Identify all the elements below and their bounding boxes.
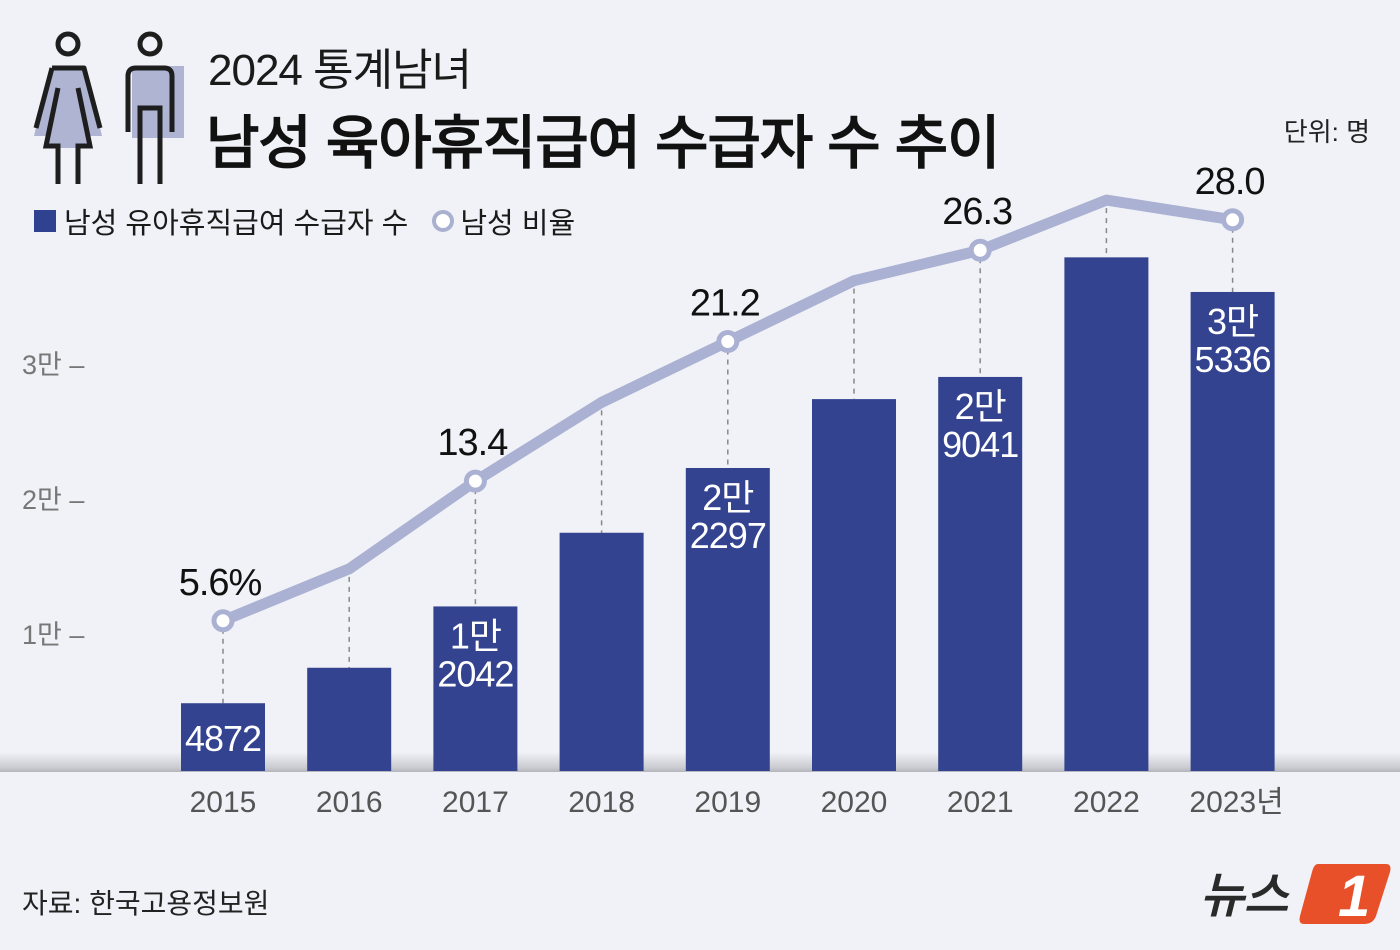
news1-logo: 뉴스 1	[1200, 864, 1391, 926]
x-tick-label: 2020	[821, 786, 888, 819]
people-icon	[33, 31, 184, 184]
x-tick-label: 2019	[694, 786, 761, 819]
ratio-point	[968, 238, 992, 262]
legend-bar-swatch	[34, 210, 56, 232]
bar-value-label: 4872	[185, 718, 261, 759]
source-note: 자료: 한국고용정보원	[22, 888, 270, 919]
ratio-point	[716, 330, 740, 354]
ratio-label: 21.2	[690, 283, 760, 325]
ratio-label: 28.0	[1195, 161, 1265, 203]
x-tick-label: 2018	[568, 786, 635, 819]
bar	[685, 467, 770, 771]
bar	[1064, 257, 1149, 772]
legend-bar-label: 남성 유아휴직급여 수급자 수	[64, 208, 409, 240]
x-tick-label: 2023년	[1189, 786, 1283, 819]
y-tick-label: 3만 –	[22, 350, 84, 380]
bar-value-label: 2042	[437, 653, 513, 694]
legend: 남성 유아휴직급여 수급자 수 남성 비율	[34, 200, 575, 242]
bar	[938, 376, 1023, 771]
bar	[307, 667, 392, 771]
chart-title: 남성 육아휴직급여 수급자 수 추이	[206, 111, 1000, 176]
logo-mark-bg	[1299, 864, 1391, 924]
bar	[559, 532, 644, 771]
logo-mark: 1	[1338, 864, 1370, 926]
bar-value-label: 3만	[1207, 301, 1258, 342]
bar-value-label: 2만	[955, 386, 1006, 427]
y-tick-label: 2만 –	[22, 485, 84, 515]
legend-line-swatch	[432, 210, 455, 232]
bar-value-label: 2만	[702, 477, 753, 518]
legend-line-label: 남성 비율	[460, 208, 576, 240]
bar	[812, 399, 896, 771]
x-tick-label: 2016	[316, 786, 383, 819]
ratio-label: 5.6%	[179, 562, 262, 604]
x-tick-label: 2021	[947, 786, 1014, 819]
logo-text: 뉴스	[1200, 870, 1290, 923]
bar	[1190, 291, 1275, 771]
unit-label: 단위: 명	[1283, 117, 1370, 147]
ratio-label: 13.4	[437, 422, 508, 464]
y-tick-label: 1만 –	[22, 620, 84, 650]
bar-value-label: 9041	[942, 424, 1018, 465]
bar-value-label: 2297	[690, 515, 766, 556]
ratio-point	[211, 609, 235, 633]
x-tick-label: 2017	[442, 786, 509, 819]
chart-subtitle: 2024 통계남녀	[208, 46, 472, 95]
ratio-label: 26.3	[942, 191, 1012, 233]
bar	[181, 703, 265, 771]
ratio-point	[463, 469, 487, 493]
bar-value-label: 1만	[450, 615, 501, 656]
x-tick-label: 2015	[190, 786, 257, 819]
ratio-point	[1221, 208, 1245, 232]
bar	[433, 606, 518, 771]
bar-value-label: 5336	[1195, 339, 1271, 380]
x-tick-label: 2022	[1073, 786, 1140, 819]
